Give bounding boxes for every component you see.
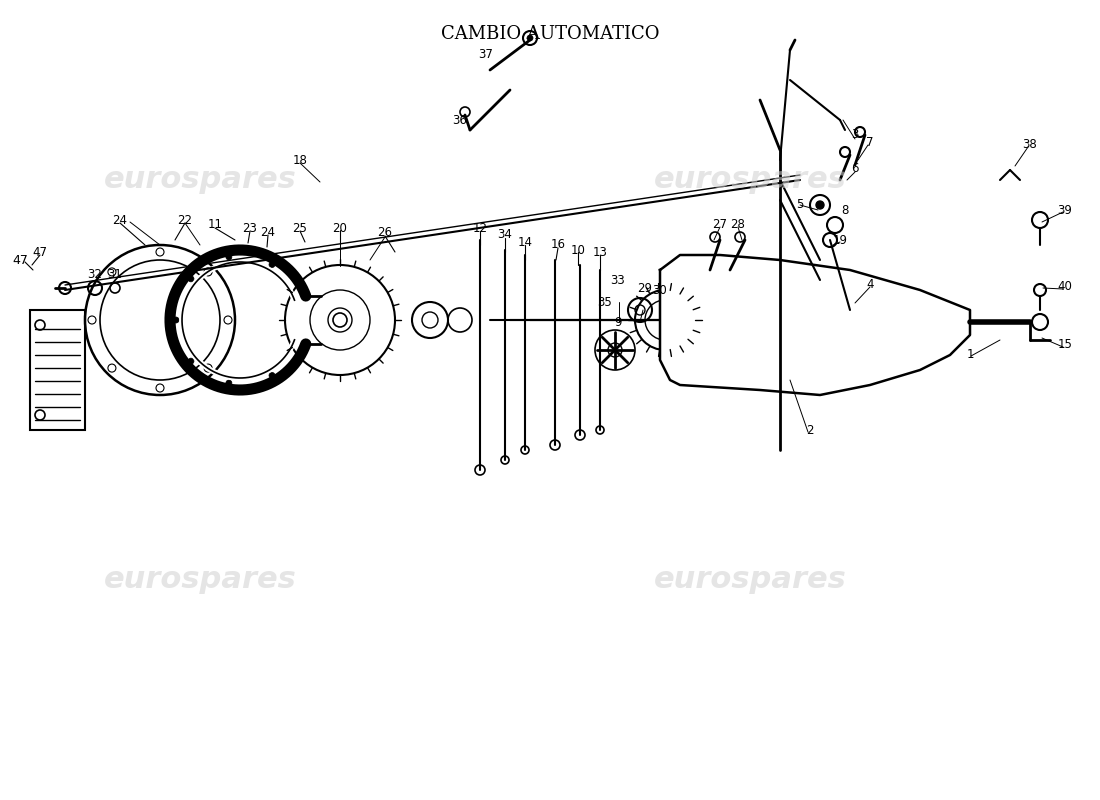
Text: eurospares: eurospares [653,566,846,594]
Text: 19: 19 [833,234,847,246]
Text: 27: 27 [713,218,727,231]
Text: 33: 33 [610,274,626,286]
Circle shape [333,313,346,327]
Circle shape [270,262,275,267]
Circle shape [527,35,534,41]
Text: 7: 7 [867,135,873,149]
Text: 16: 16 [550,238,565,251]
Text: 1: 1 [966,349,974,362]
Text: 13: 13 [593,246,607,258]
Text: 24: 24 [261,226,275,238]
Text: 39: 39 [1057,203,1072,217]
Text: 5: 5 [796,198,804,211]
Circle shape [226,380,232,386]
Text: 18: 18 [293,154,307,166]
Text: 6: 6 [851,162,859,174]
Text: 14: 14 [517,235,532,249]
Text: eurospares: eurospares [103,166,296,194]
Text: 10: 10 [571,243,585,257]
Text: 22: 22 [177,214,192,226]
Text: 35: 35 [597,295,613,309]
Text: 26: 26 [377,226,393,239]
Text: 25: 25 [293,222,307,234]
Text: 23: 23 [243,222,257,234]
Text: 24: 24 [112,214,128,226]
Text: CAMBIO AUTOMATICO: CAMBIO AUTOMATICO [441,25,659,43]
Circle shape [270,373,275,378]
Text: 34: 34 [497,229,513,242]
Text: 29: 29 [638,282,652,294]
Text: 20: 20 [332,222,348,234]
Text: 28: 28 [730,218,746,231]
Text: 47: 47 [33,246,47,258]
Text: 2: 2 [806,423,814,437]
Text: 8: 8 [842,203,849,217]
Text: 15: 15 [1057,338,1072,351]
Bar [30,310,85,430]
Text: eurospares: eurospares [103,566,296,594]
Circle shape [1032,314,1048,330]
Text: 4: 4 [867,278,873,291]
Text: 30: 30 [652,283,668,297]
Text: 37: 37 [478,49,494,62]
Text: 12: 12 [473,222,487,234]
Text: 3: 3 [851,129,859,142]
Text: 11: 11 [208,218,222,231]
Text: 31: 31 [108,269,122,282]
Circle shape [226,254,232,260]
Text: 38: 38 [1023,138,1037,151]
Circle shape [816,201,824,209]
Text: 9: 9 [614,315,622,329]
Text: 36: 36 [452,114,468,126]
Polygon shape [660,255,970,395]
Circle shape [173,317,179,323]
Text: eurospares: eurospares [653,166,846,194]
Text: 40: 40 [1057,281,1072,294]
Circle shape [188,358,194,364]
Text: 47: 47 [12,254,28,266]
Text: 32: 32 [88,269,102,282]
Circle shape [188,276,194,282]
